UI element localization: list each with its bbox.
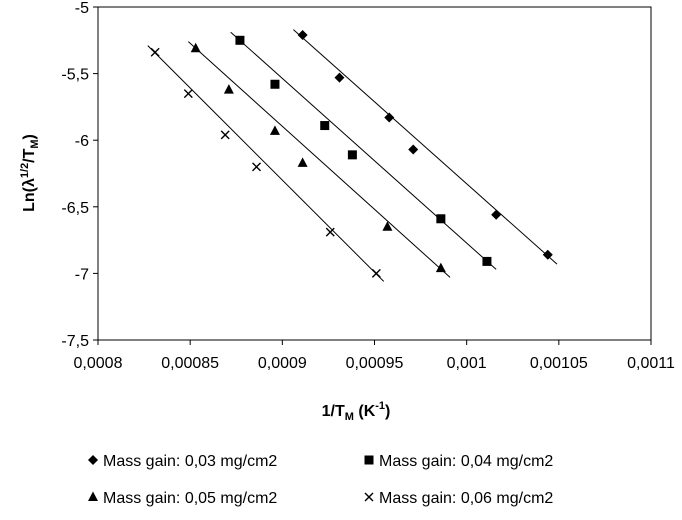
point-s3-0-stroke-b: [150, 47, 160, 57]
point-s0-0: [297, 29, 308, 40]
point-s3-1-stroke-b: [183, 89, 193, 99]
fit-line-1: [230, 31, 497, 270]
x-tick-label-0: 0,0008: [74, 355, 123, 372]
x-tick-label-4: 0,001: [447, 355, 487, 372]
fit-line-0: [293, 29, 558, 265]
point-s2-3: [297, 157, 308, 167]
x-axis-title-unit-open: (K: [354, 403, 376, 420]
legend-marker-3-stroke-b: [364, 492, 374, 502]
point-s1-1: [270, 79, 280, 89]
x-axis-title-unit-sup: -1: [375, 400, 385, 412]
x-axis-title-unit-close: ): [385, 403, 390, 420]
point-s0-3: [408, 144, 419, 155]
legend-label-3: Mass gain: 0,06 mg/cm2: [379, 490, 553, 507]
data-markers: [150, 29, 553, 278]
point-s2-1: [223, 84, 234, 94]
y-tick-label-1: -5,5: [61, 67, 89, 84]
y-axis-title-close: ): [21, 134, 38, 139]
point-s1-3: [347, 150, 357, 160]
legend-label-2: Mass gain: 0,05 mg/cm2: [103, 490, 277, 507]
legend-marker-0: [88, 455, 98, 465]
x-tick-label-2: 0,0009: [258, 355, 307, 372]
point-s3-4: [325, 227, 335, 237]
point-s0-1: [334, 72, 345, 83]
fit-line-3: [147, 45, 385, 282]
x-tick-label-3: 0,00095: [346, 355, 404, 372]
y-axis-title-sup: 1/2: [19, 163, 31, 178]
point-s2-0: [190, 42, 201, 53]
y-axis-title: Ln(λ1/2/TM): [19, 134, 41, 212]
point-s3-3-stroke-b: [252, 162, 262, 172]
point-s1-0: [235, 35, 245, 45]
fit-lines: [147, 29, 558, 282]
y-tick-label-2: -6: [75, 133, 89, 150]
plot-area: [97, 6, 652, 341]
point-s3-3: [252, 162, 262, 172]
point-s3-5: [371, 268, 381, 278]
point-s0-2: [384, 112, 395, 123]
point-s3-2-stroke-b: [220, 130, 230, 140]
x-axis-title-main: 1/T: [322, 403, 345, 420]
point-s2-5: [435, 262, 446, 273]
point-s2-4: [382, 221, 393, 231]
y-tick-label-5: -7,5: [61, 333, 89, 350]
y-tick-label-4: -7: [75, 266, 89, 283]
point-s1-2: [320, 121, 330, 131]
y-axis-title-main: Ln(λ: [21, 178, 38, 212]
point-s0-5: [542, 249, 553, 260]
x-tick-label-5: 0,00105: [530, 355, 588, 372]
point-s3-0: [150, 47, 160, 57]
legend: Mass gain: 0,03 mg/cm2 Mass gain: 0,04 mg…: [88, 453, 553, 507]
legend-label-1: Mass gain: 0,04 mg/cm2: [379, 453, 553, 470]
legend-marker-3: [364, 492, 374, 502]
x-axis-title-sub: M: [345, 411, 354, 423]
x-axis: 0,0008 0,00085 0,0009 0,00095 0,001 0,00105 0,…: [74, 340, 675, 372]
y-tick-label-0: -5: [75, 0, 89, 17]
point-s2-2: [269, 125, 280, 135]
point-s3-1: [183, 89, 193, 99]
y-axis-title-mid: /T: [21, 148, 38, 162]
legend-label-0: Mass gain: 0,03 mg/cm2: [103, 453, 277, 470]
y-tick-label-3: -6,5: [61, 200, 89, 217]
point-s3-5-stroke-b: [371, 268, 381, 278]
y-axis: -5 -5,5 -6 -6,5 -7 -7,5: [61, 0, 98, 350]
x-tick-label-6: 0,0011: [627, 355, 675, 372]
x-axis-title: 1/TM (K-1): [322, 400, 391, 423]
point-s3-2: [220, 130, 230, 140]
point-s1-5: [482, 256, 492, 266]
fit-line-2: [187, 41, 451, 278]
y-axis-title-sub: M: [29, 139, 41, 148]
x-tick-label-1: 0,00085: [161, 355, 219, 372]
point-s1-4: [436, 214, 446, 224]
legend-marker-1: [364, 455, 374, 465]
point-s3-4-stroke-b: [325, 227, 335, 237]
legend-marker-2: [88, 491, 98, 501]
point-s0-4: [491, 209, 502, 220]
